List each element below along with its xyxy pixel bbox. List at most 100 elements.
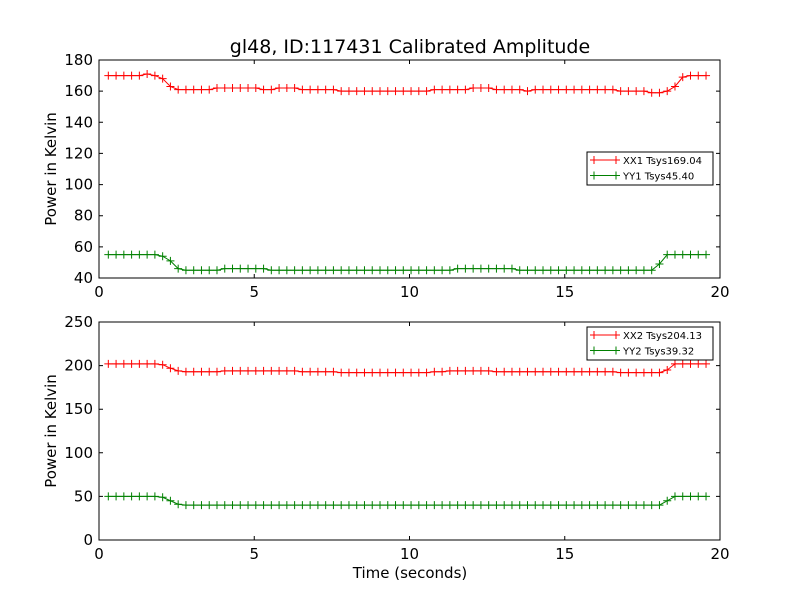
top-series-2-point (601, 266, 610, 275)
bottom-series-2-point (119, 492, 128, 501)
top-series-2-point (352, 266, 361, 275)
top-series-2-point (244, 264, 253, 273)
bottom-series-2-point (484, 501, 493, 510)
top-series-2-point (453, 264, 462, 273)
top-series-1-point (593, 85, 602, 94)
bottom-series-2-point (352, 501, 361, 510)
top-series-2-point (461, 264, 470, 273)
bottom-series-2-point (523, 501, 532, 510)
top-series-2-point (205, 266, 214, 275)
top-series-2-point (298, 266, 307, 275)
top-series-1-point (228, 84, 237, 93)
top-y-tick-label: 80 (74, 207, 93, 225)
bottom-series-2-point (259, 501, 268, 510)
bottom-series-2-point (469, 501, 478, 510)
top-series-1-point (632, 87, 641, 96)
bottom-series-2-point (313, 501, 322, 510)
top-series-1-point (554, 85, 563, 94)
top-series-2-point (593, 266, 602, 275)
bottom-series-1-point (686, 359, 695, 368)
top-x-tick-label: 10 (400, 283, 419, 301)
bottom-series-1-point (205, 367, 214, 376)
bottom-series-1-point (632, 368, 641, 377)
top-y-tick-label: 180 (64, 51, 93, 69)
bottom-x-tick-label: 0 (94, 545, 104, 563)
bottom-series-1-point (531, 367, 540, 376)
top-series-2-point (267, 266, 276, 275)
bottom-series-1-point (639, 368, 648, 377)
bottom-series-1-point (422, 368, 431, 377)
top-series-2-point (655, 259, 664, 268)
bottom-series-1-point (158, 360, 167, 369)
top-series-1-point (570, 85, 579, 94)
top-series-1-point (376, 87, 385, 96)
bottom-series-2-point (445, 501, 454, 510)
top-series-1-point (205, 85, 214, 94)
top-series-2-point (507, 264, 516, 273)
bottom-series-2-point (290, 501, 299, 510)
bottom-series-2-point (492, 501, 501, 510)
top-series-1-point (275, 84, 284, 93)
bottom-series-1-point (624, 368, 633, 377)
top-series-1-point (104, 71, 113, 80)
bottom-series-1-point (344, 368, 353, 377)
bottom-series-1-point (212, 367, 221, 376)
top-series-2-point (663, 250, 672, 259)
top-series-1-point (119, 71, 128, 80)
top-series-2-point (554, 266, 563, 275)
top-series-1-point (158, 74, 167, 83)
top-series-1-point (694, 71, 703, 80)
bottom-series-1-point (608, 367, 617, 376)
bottom-series-2-point (531, 501, 540, 510)
bottom-y-axis-label: Power in Kelvin (42, 374, 60, 488)
bottom-series-1-point (453, 366, 462, 375)
bottom-series-2-point (461, 501, 470, 510)
top-series-2-point (329, 266, 338, 275)
bottom-series-1-point (678, 359, 687, 368)
bottom-series-2-point (593, 501, 602, 510)
top-series-1-point (445, 85, 454, 94)
top-series-1-point (383, 87, 392, 96)
top-series-2-point (678, 250, 687, 259)
bottom-series-1-point (313, 367, 322, 376)
top-series-1-point (251, 84, 260, 93)
top-series-1-point (608, 85, 617, 94)
bottom-series-2-point (383, 501, 392, 510)
top-series-1-point (655, 88, 664, 97)
bottom-series-1-point (476, 366, 485, 375)
top-series-1-point (507, 85, 516, 94)
bottom-series-1-point (220, 366, 229, 375)
top-series-2-point (251, 264, 260, 273)
bottom-series-2-point (670, 492, 679, 501)
bottom-series-2-point (647, 501, 656, 510)
bottom-series-2-point (104, 492, 113, 501)
top-series-1-point (531, 85, 540, 94)
top-series-1-point (515, 85, 524, 94)
bottom-series-1-point (601, 367, 610, 376)
top-series-2-point (306, 266, 315, 275)
top-series-1-point (135, 71, 144, 80)
top-series-1-point (453, 85, 462, 94)
top-series-2-point (562, 266, 571, 275)
top-series-1-point (702, 71, 711, 80)
top-series-2-point (608, 266, 617, 275)
top-series-2-point (484, 264, 493, 273)
bottom-series-2-point (329, 501, 338, 510)
bottom-series-1-point (228, 366, 237, 375)
top-series-1-point (344, 87, 353, 96)
bottom-series-1-point (244, 366, 253, 375)
top-series-1-point (166, 82, 175, 91)
top-series-1-point (150, 71, 159, 80)
top-series-2-point (438, 266, 447, 275)
top-series-2-point (523, 266, 532, 275)
top-series-1-point (368, 87, 377, 96)
bottom-series-2-point (135, 492, 144, 501)
bottom-x-tick-label: 20 (710, 545, 729, 563)
bottom-series-2-point (166, 496, 175, 505)
bottom-series-1-point (492, 367, 501, 376)
bottom-series-2-point (562, 501, 571, 510)
top-series-1-point (484, 84, 493, 93)
top-series-2-point (686, 250, 695, 259)
top-legend-marker-2 (590, 171, 598, 180)
